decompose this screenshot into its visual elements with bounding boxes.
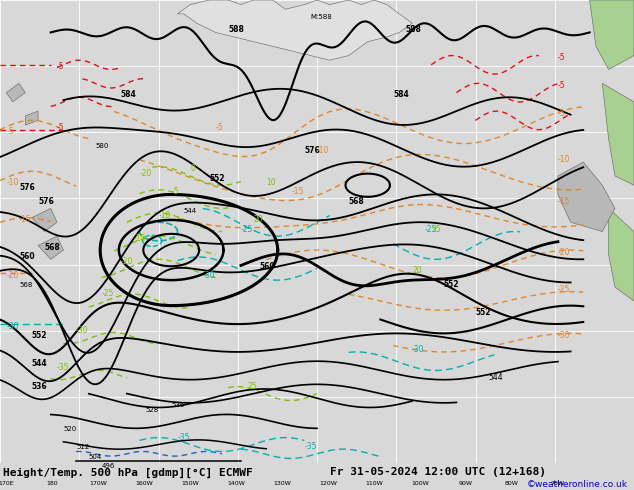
Text: 576: 576 — [304, 146, 320, 155]
Text: 504: 504 — [89, 454, 102, 460]
Text: 528: 528 — [146, 407, 159, 413]
Text: 584: 584 — [393, 90, 409, 99]
Text: -20: -20 — [139, 169, 152, 178]
Text: -15: -15 — [558, 197, 571, 206]
Text: -35: -35 — [178, 433, 190, 442]
Text: 536: 536 — [171, 402, 184, 409]
Text: 552: 552 — [476, 308, 491, 317]
Text: Height/Temp. 500 hPa [gdmp][°C] ECMWF: Height/Temp. 500 hPa [gdmp][°C] ECMWF — [3, 467, 253, 478]
Text: -25: -25 — [241, 224, 254, 234]
Polygon shape — [6, 83, 25, 102]
Polygon shape — [178, 0, 412, 60]
Text: 110W: 110W — [365, 481, 383, 486]
Text: -10: -10 — [158, 211, 171, 220]
Text: 560: 560 — [260, 262, 276, 270]
Text: 544: 544 — [32, 359, 48, 368]
Text: -35: -35 — [57, 364, 70, 372]
Text: 170E: 170E — [0, 481, 14, 486]
Text: 180: 180 — [46, 481, 58, 486]
Text: 25: 25 — [431, 224, 441, 234]
Text: -30: -30 — [6, 322, 19, 331]
Text: 25: 25 — [247, 382, 257, 391]
Text: 130W: 130W — [273, 481, 291, 486]
Text: 552: 552 — [444, 280, 459, 289]
Text: 20: 20 — [254, 215, 263, 224]
Text: 568: 568 — [19, 282, 32, 288]
Text: 70W: 70W — [551, 481, 565, 486]
Text: -16: -16 — [19, 215, 32, 224]
Polygon shape — [32, 208, 57, 232]
Text: -5: -5 — [57, 122, 65, 132]
Text: -30: -30 — [203, 271, 216, 280]
Text: 576: 576 — [19, 183, 35, 192]
Polygon shape — [590, 0, 634, 70]
Polygon shape — [38, 236, 63, 259]
Text: 536: 536 — [32, 382, 48, 391]
Text: -25: -25 — [425, 224, 437, 234]
Text: -20: -20 — [558, 247, 571, 257]
Text: -5: -5 — [558, 81, 566, 90]
Text: Fr 31-05-2024 12:00 UTC (12+168): Fr 31-05-2024 12:00 UTC (12+168) — [330, 467, 546, 477]
Text: -35: -35 — [304, 442, 317, 451]
Text: -5: -5 — [216, 122, 223, 132]
Polygon shape — [609, 208, 634, 301]
Text: -5: -5 — [558, 53, 566, 62]
Text: -25: -25 — [558, 285, 571, 294]
Text: -15: -15 — [292, 188, 304, 196]
Text: 140W: 140W — [227, 481, 245, 486]
Text: -30: -30 — [76, 326, 89, 335]
Text: -10: -10 — [317, 146, 330, 155]
Polygon shape — [602, 83, 634, 185]
Text: 576: 576 — [38, 197, 54, 206]
Text: 552: 552 — [32, 331, 47, 340]
Text: 588: 588 — [406, 25, 422, 34]
Text: 120W: 120W — [319, 481, 337, 486]
Text: -10: -10 — [6, 178, 19, 187]
Text: 100W: 100W — [411, 481, 429, 486]
Text: M:588: M:588 — [311, 14, 332, 20]
Text: 496: 496 — [101, 463, 115, 468]
Text: 544: 544 — [184, 208, 197, 214]
Text: 568: 568 — [44, 243, 60, 252]
Text: -5: -5 — [558, 109, 566, 118]
Text: -10: -10 — [558, 155, 571, 164]
Text: -5: -5 — [171, 188, 179, 196]
Text: 520: 520 — [63, 426, 77, 432]
Text: -5: -5 — [6, 127, 14, 136]
Text: -30: -30 — [558, 331, 571, 340]
Text: 580: 580 — [95, 143, 108, 149]
Text: -5: -5 — [57, 62, 65, 72]
Text: -20: -20 — [6, 271, 19, 280]
Text: 90W: 90W — [459, 481, 473, 486]
Text: -15: -15 — [133, 234, 146, 243]
Text: 584: 584 — [120, 90, 136, 99]
Text: 10: 10 — [266, 178, 276, 187]
Text: 150W: 150W — [181, 481, 199, 486]
Text: 0: 0 — [190, 164, 195, 173]
Text: -30: -30 — [412, 345, 425, 354]
Polygon shape — [25, 111, 38, 125]
Text: 560: 560 — [19, 252, 35, 261]
Text: -25: -25 — [101, 290, 114, 298]
Text: ©weatheronline.co.uk: ©weatheronline.co.uk — [527, 480, 628, 489]
Text: 170W: 170W — [89, 481, 107, 486]
Polygon shape — [558, 162, 615, 232]
Text: -20: -20 — [120, 257, 133, 266]
Text: 588: 588 — [228, 25, 244, 34]
Text: 80W: 80W — [505, 481, 519, 486]
Text: 544: 544 — [488, 373, 503, 382]
Text: 552: 552 — [209, 173, 224, 183]
Text: 568: 568 — [349, 197, 365, 206]
Text: 20: 20 — [412, 266, 422, 275]
Text: 512: 512 — [76, 444, 89, 450]
Text: 160W: 160W — [136, 481, 153, 486]
